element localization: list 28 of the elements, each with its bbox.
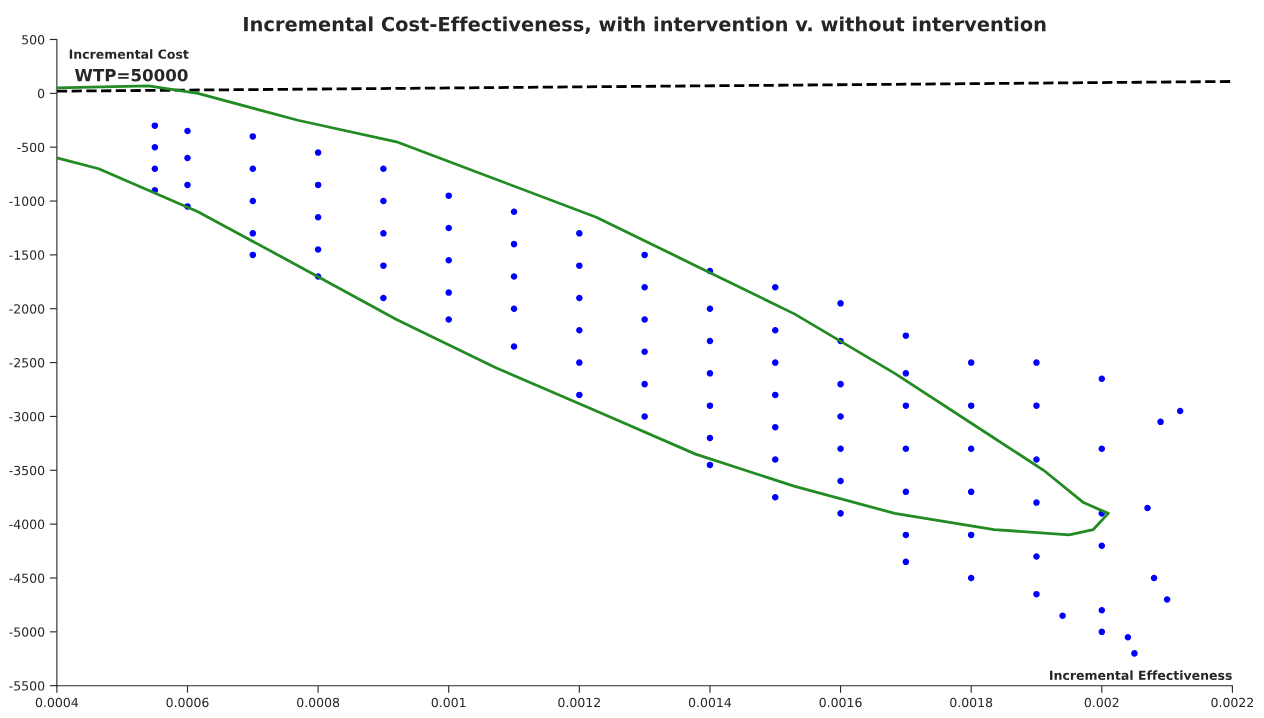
annotation: WTP=50000 (75, 68, 188, 82)
x-tick-label: 0.0022 (1211, 697, 1254, 708)
x-tick-label: 0.002 (1084, 697, 1119, 708)
x-tick-label: 0.001 (431, 697, 466, 708)
y-tick-label: -1000 (9, 196, 45, 206)
x-axis-title: Incremental Effectiveness (1050, 670, 1232, 681)
y-tick-label: -4500 (9, 573, 45, 583)
y-tick-label: -1500 (9, 250, 45, 260)
y-tick-label: -4000 (9, 519, 45, 530)
y-tick-label: 500 (22, 34, 45, 45)
y-tick-label: -2000 (9, 304, 45, 314)
chart-title: Incremental Cost-Effectiveness, with intervention v. without intervention (244, 16, 1046, 34)
x-tick-label: 0.0016 (819, 697, 862, 708)
line-series (56, 84, 1110, 537)
x-tick-label: 0.0006 (166, 697, 209, 708)
y-tick-label: -5500 (9, 681, 45, 691)
x-tick-label: 0.0018 (950, 697, 993, 708)
y-tick-label: -2500 (9, 358, 45, 368)
x-tick-label: 0.0014 (688, 697, 732, 708)
y-tick-label: -3500 (9, 465, 45, 476)
y-tick-label: -3000 (9, 411, 45, 422)
x-tick-label: 0.0008 (297, 697, 340, 708)
y-axis-title: Incremental Cost (69, 49, 189, 59)
y-tick-label: 0 (37, 88, 45, 99)
x-tick-label: 0.0012 (558, 697, 600, 708)
x-tick-label: 0.0004 (35, 697, 79, 708)
y-tick-label: -500 (17, 142, 45, 153)
y-tick-label: -5000 (9, 627, 45, 637)
